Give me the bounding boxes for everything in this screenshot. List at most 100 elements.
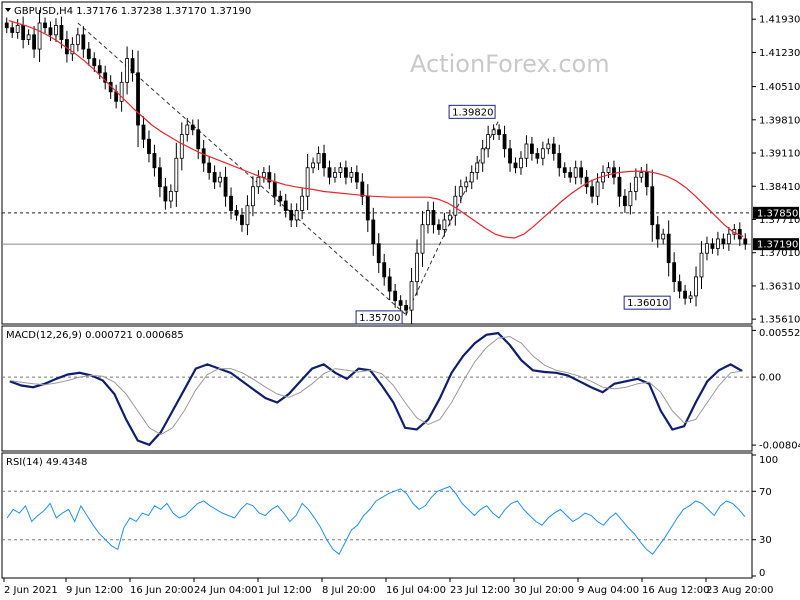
candle-body xyxy=(15,24,20,33)
price-tick-label: 1.37710 xyxy=(759,215,800,226)
candle xyxy=(338,162,343,178)
candle xyxy=(491,124,496,140)
candle xyxy=(75,27,80,52)
candle xyxy=(404,299,408,316)
candle-body xyxy=(272,181,277,197)
tick-label: 0.00 xyxy=(759,373,781,384)
candle xyxy=(726,227,731,251)
macd-title: MACD(12,26,9) 0.000721 0.000685 xyxy=(6,330,184,341)
candle xyxy=(502,125,507,158)
candle xyxy=(147,130,151,163)
candle-body xyxy=(524,143,529,159)
x-tick-label: 30 Jul 20:00 xyxy=(514,585,574,596)
candle-body xyxy=(502,134,507,150)
candle xyxy=(382,253,387,286)
candle-body xyxy=(300,195,305,211)
candle xyxy=(486,125,491,158)
series-line-signal xyxy=(9,335,743,436)
price-tick-label: 1.35610 xyxy=(759,315,800,326)
candle xyxy=(234,205,239,221)
candle-body xyxy=(595,181,600,197)
candle xyxy=(86,41,91,66)
candle-body xyxy=(716,238,720,249)
price-annotation: 1.36010 xyxy=(623,295,671,310)
candle xyxy=(530,136,534,161)
candle xyxy=(409,267,414,324)
candle xyxy=(398,295,403,311)
candle xyxy=(229,187,233,220)
candle-body xyxy=(349,172,354,178)
candle xyxy=(289,203,294,228)
candle xyxy=(119,71,124,112)
candle xyxy=(387,268,392,300)
candle xyxy=(415,239,419,296)
candle xyxy=(168,184,173,209)
candle xyxy=(644,163,649,196)
candle xyxy=(524,135,529,168)
ma-series-line xyxy=(8,20,744,239)
candle-body xyxy=(650,186,655,226)
candle-body xyxy=(223,176,228,197)
candle-body xyxy=(327,167,332,178)
candle-body xyxy=(437,224,441,230)
candle xyxy=(185,117,190,142)
candle xyxy=(130,49,135,82)
candle-body xyxy=(168,191,173,202)
candle-body xyxy=(163,186,168,202)
candle-body xyxy=(743,238,748,245)
candle xyxy=(535,148,540,164)
candle xyxy=(420,210,425,267)
rsi-axis: 100 70 30 0 xyxy=(752,454,778,579)
candle-body xyxy=(344,167,348,178)
x-tick-label: 9 Jun 12:00 xyxy=(66,585,123,596)
annotation-box xyxy=(623,295,671,310)
price-tick-label: 1.40510 xyxy=(759,82,800,93)
x-tick-label: 23 Aug 20:00 xyxy=(706,585,773,596)
x-tick-label: 8 Jul 20:00 xyxy=(322,585,376,596)
candle xyxy=(540,141,545,166)
candle xyxy=(190,119,195,136)
x-axis: 2 Jun 2021 9 Jun 12:00 16 Jun 20:00 24 Jun … xyxy=(3,578,773,596)
candle-body xyxy=(283,200,288,211)
candle-body xyxy=(365,195,370,221)
candle-body xyxy=(398,300,403,306)
candle-body xyxy=(322,153,326,169)
price-tick-label: 1.39110 xyxy=(759,149,800,160)
rsi-panel-frame xyxy=(1,452,753,579)
candle-body xyxy=(261,172,266,178)
candle-body xyxy=(655,224,660,240)
candle xyxy=(141,116,146,149)
candle xyxy=(4,17,9,34)
candle-body xyxy=(699,252,704,278)
candle xyxy=(699,241,704,290)
candle xyxy=(371,207,376,256)
candle xyxy=(573,160,578,185)
candle xyxy=(179,122,184,171)
candle-body xyxy=(688,295,693,299)
candle xyxy=(568,167,573,183)
candle xyxy=(300,187,305,220)
candle-body xyxy=(705,243,709,254)
candle-body xyxy=(486,134,491,150)
candle xyxy=(245,195,250,236)
candle-body xyxy=(103,72,108,83)
candle-body xyxy=(639,172,644,178)
candle xyxy=(612,160,616,185)
candle xyxy=(623,189,627,213)
candle-body xyxy=(305,167,310,197)
candle xyxy=(322,144,326,177)
candle-body xyxy=(21,24,26,40)
candle xyxy=(650,169,655,242)
rsi-layer xyxy=(2,485,752,555)
candle xyxy=(437,219,441,235)
collapse-arrow-icon[interactable] xyxy=(5,8,11,12)
candle-body xyxy=(672,262,677,283)
price-annotation: 1.39820 xyxy=(448,104,496,119)
candle xyxy=(163,177,168,210)
x-tick-label: 9 Aug 04:00 xyxy=(578,585,639,596)
candle-body xyxy=(207,162,212,173)
candle-body xyxy=(633,176,638,192)
candle-body xyxy=(234,210,239,216)
candle-body xyxy=(333,172,337,178)
candle-body xyxy=(409,281,414,311)
